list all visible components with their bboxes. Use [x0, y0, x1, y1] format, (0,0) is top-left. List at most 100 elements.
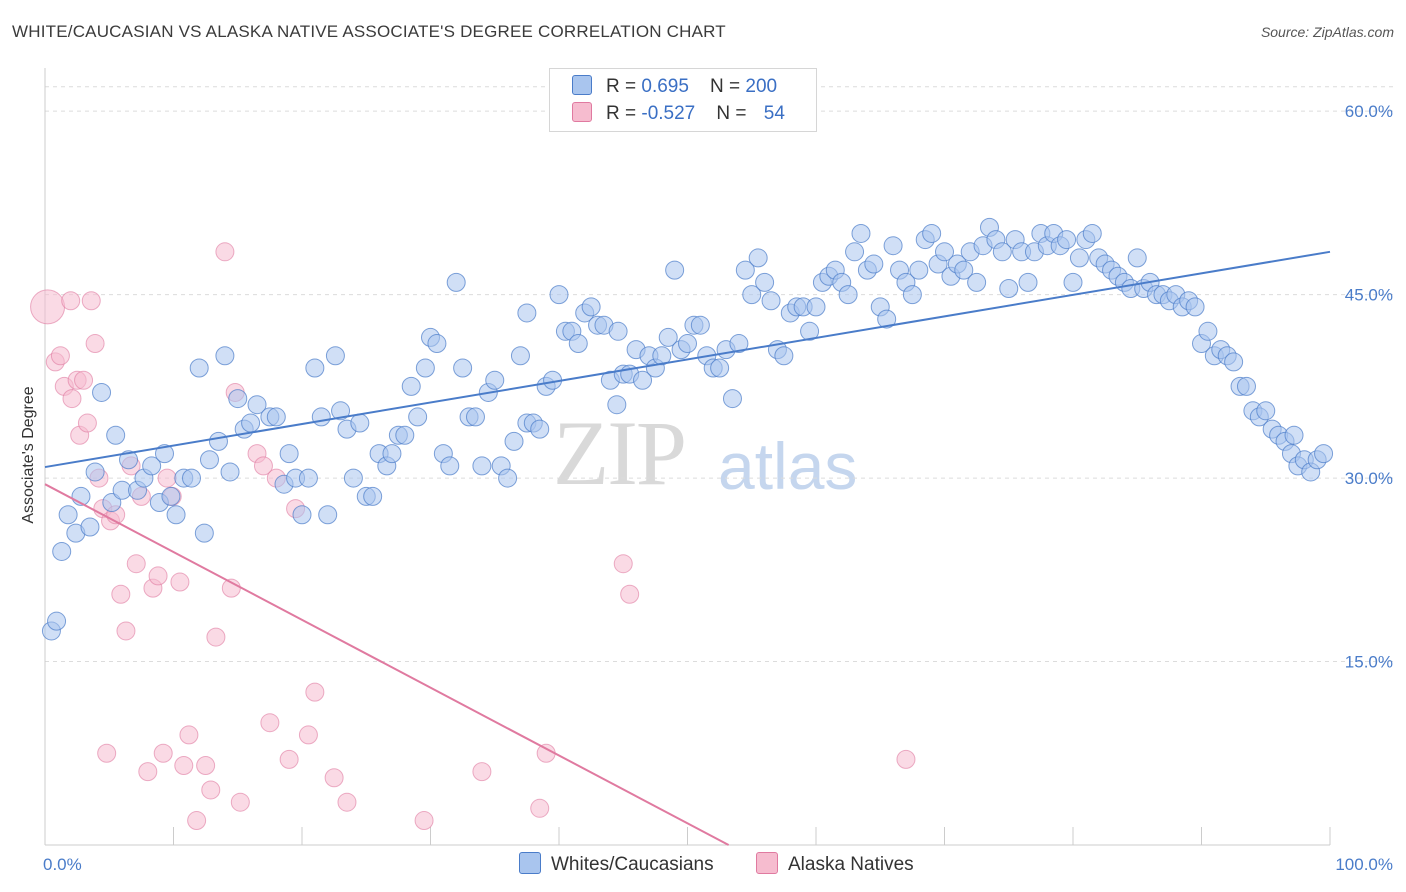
point-white-caucasian: [189, 358, 209, 378]
point-white-caucasian: [194, 523, 214, 543]
bottom-legend-whites: Whites/Caucasians: [519, 852, 714, 876]
y-tick-label: 30.0%: [1345, 469, 1393, 488]
point-white-caucasian: [549, 285, 569, 305]
point-alaska-native: [896, 749, 916, 769]
point-white-caucasian: [363, 486, 383, 506]
point-white-caucasian: [568, 334, 588, 354]
point-white-caucasian: [678, 334, 697, 354]
point-white-caucasian: [742, 285, 762, 305]
point-white-caucasian: [472, 456, 492, 476]
chart-title: WHITE/CAUCASIAN VS ALASKA NATIVE ASSOCIA…: [12, 22, 726, 41]
point-white-caucasian: [142, 456, 162, 476]
point-white-caucasian: [106, 425, 126, 445]
point-alaska-native: [305, 682, 325, 702]
point-alaska-native: [74, 370, 94, 390]
y-tick-label: 15.0%: [1345, 653, 1393, 672]
x-tick-label-min: 0.0%: [43, 855, 82, 874]
point-white-caucasian: [1256, 401, 1276, 421]
point-alaska-native: [230, 792, 250, 812]
point-white-caucasian: [58, 505, 78, 525]
y-tick-label: 45.0%: [1345, 286, 1393, 305]
watermark-atlas: atlas: [718, 429, 858, 503]
point-white-caucasian: [1063, 272, 1083, 292]
point-alaska-native: [30, 289, 66, 325]
point-white-caucasian: [530, 419, 550, 439]
point-white-caucasian: [665, 260, 685, 280]
y-tick-label: 60.0%: [1345, 102, 1393, 121]
point-alaska-native: [138, 762, 158, 782]
point-white-caucasian: [1018, 272, 1038, 292]
point-white-caucasian: [292, 505, 312, 525]
point-white-caucasian: [992, 242, 1012, 262]
point-white-caucasian: [999, 279, 1019, 298]
point-white-caucasian: [298, 468, 318, 488]
point-white-caucasian: [325, 346, 345, 366]
point-alaska-native: [414, 811, 434, 831]
point-white-caucasian: [395, 425, 415, 445]
point-alaska-native: [472, 762, 492, 782]
point-white-caucasian: [504, 431, 524, 451]
point-alaska-native: [97, 743, 117, 763]
point-white-caucasian: [85, 462, 105, 482]
point-white-caucasian: [710, 358, 730, 378]
point-white-caucasian: [1069, 248, 1089, 268]
point-white-caucasian: [967, 272, 987, 292]
point-white-caucasian: [465, 407, 485, 427]
point-white-caucasian: [155, 444, 175, 464]
point-alaska-native: [196, 756, 216, 775]
point-alaska-native: [324, 768, 344, 788]
point-white-caucasian: [690, 315, 710, 335]
point-white-caucasian: [401, 376, 421, 396]
point-white-caucasian: [415, 358, 435, 378]
r-value-alaska: -0.527: [641, 103, 696, 124]
legend-swatch-pink: [572, 102, 592, 122]
point-white-caucasian: [350, 413, 370, 433]
point-alaska-native: [279, 749, 299, 769]
point-white-caucasian: [608, 321, 628, 341]
point-white-caucasian: [581, 297, 601, 317]
watermark-zip: ZIP: [553, 402, 687, 504]
point-white-caucasian: [215, 346, 235, 366]
point-white-caucasian: [517, 303, 537, 323]
point-white-caucasian: [748, 248, 768, 268]
y-axis-label: Associate's Degree: [20, 386, 37, 523]
point-white-caucasian: [755, 272, 775, 292]
point-white-caucasian: [658, 327, 678, 347]
point-white-caucasian: [382, 444, 402, 464]
n-value-alaska: 54: [763, 103, 785, 124]
point-white-caucasian: [241, 413, 261, 433]
point-alaska-native: [260, 713, 280, 733]
point-alaska-native: [253, 456, 273, 476]
point-alaska-native: [61, 291, 81, 311]
point-white-caucasian: [305, 358, 325, 378]
point-white-caucasian: [311, 407, 331, 427]
point-white-caucasian: [909, 260, 929, 280]
point-white-caucasian: [166, 505, 186, 525]
point-white-caucasian: [633, 370, 653, 390]
point-white-caucasian: [1185, 297, 1205, 317]
point-white-caucasian: [845, 242, 865, 262]
point-white-caucasian: [722, 389, 742, 409]
point-white-caucasian: [510, 346, 530, 366]
point-alaska-native: [201, 780, 221, 800]
point-white-caucasian: [208, 431, 228, 451]
point-white-caucasian: [318, 505, 338, 525]
point-alaska-native: [50, 346, 70, 366]
point-white-caucasian: [220, 462, 240, 482]
point-alaska-native: [337, 792, 357, 812]
axis-labels: 15.0% 30.0% 45.0% 60.0% 0.0% 100.0% Associate'…: [20, 102, 1393, 874]
point-alaska-native: [153, 743, 173, 763]
point-white-caucasian: [1127, 248, 1147, 268]
legend-swatch-blue: [572, 75, 592, 95]
point-white-caucasian: [1057, 230, 1077, 250]
point-alaska-native: [170, 572, 190, 592]
point-alaska-native: [298, 725, 318, 745]
point-white-caucasian: [485, 370, 505, 390]
point-white-caucasian: [453, 358, 473, 378]
trend-lines: [44, 250, 1331, 846]
point-alaska-native: [116, 621, 136, 641]
bottom-legend-swatch-pink: [756, 852, 778, 874]
point-white-caucasian: [440, 456, 460, 476]
trend-line-whites: [44, 250, 1331, 469]
